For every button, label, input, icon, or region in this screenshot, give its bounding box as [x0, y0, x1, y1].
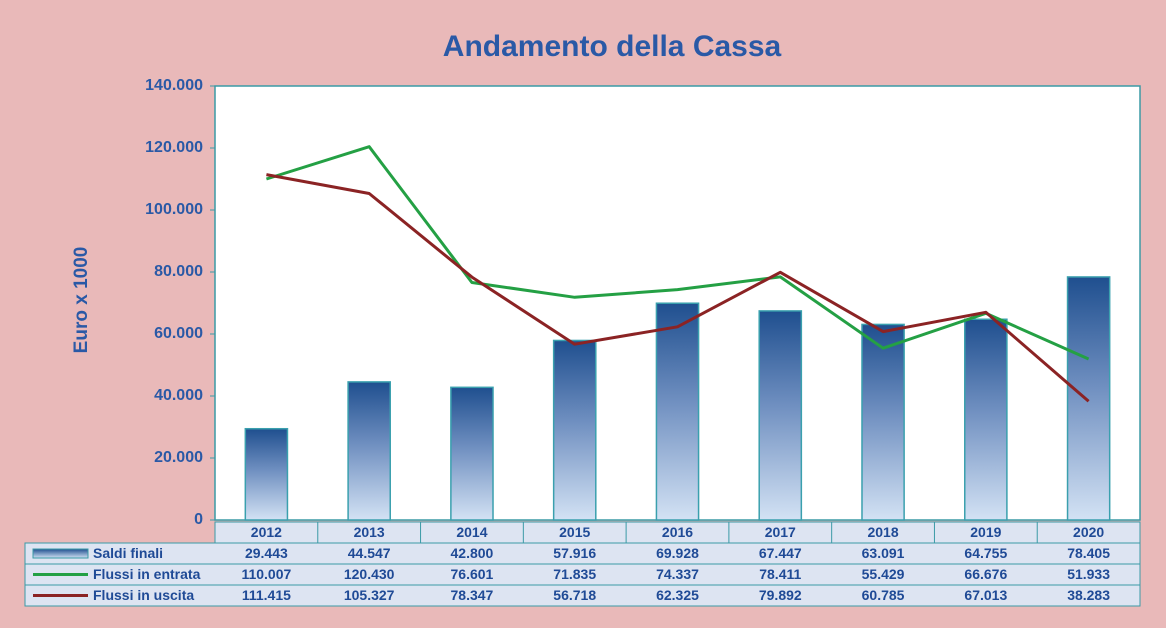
- bar: [758, 310, 803, 521]
- data-label: 51.933: [1067, 566, 1110, 582]
- data-label: 78.347: [451, 587, 494, 603]
- bar: [347, 381, 391, 521]
- data-label: 44.547: [348, 545, 391, 561]
- data-label: 56.718: [553, 587, 596, 603]
- x-tick-label: 2020: [1073, 524, 1104, 540]
- data-label: 78.405: [1067, 545, 1110, 561]
- x-tick-label: 2019: [970, 524, 1001, 540]
- data-label: 111.415: [242, 587, 291, 603]
- legend-label: Flussi in uscita: [93, 587, 194, 603]
- y-tick-label: 60.000: [154, 325, 203, 342]
- x-tick-label: 2015: [559, 524, 590, 540]
- x-tick-label: 2017: [765, 524, 796, 540]
- line: [265, 145, 1090, 361]
- data-label: 67.013: [964, 587, 1007, 603]
- x-tick-label: 2012: [251, 524, 282, 540]
- data-label: 55.429: [862, 566, 905, 582]
- y-tick-label: 80.000: [154, 263, 203, 280]
- y-tick-label: 100.000: [145, 201, 203, 218]
- data-label: 57.916: [553, 545, 596, 561]
- y-tick-label: 0: [194, 511, 203, 528]
- line: [266, 173, 1090, 403]
- data-label: 78.411: [759, 566, 801, 582]
- x-tick-label: 2016: [662, 524, 693, 540]
- y-axis-label: Euro x 1000: [71, 247, 92, 354]
- bar: [861, 323, 905, 521]
- x-tick-label: 2014: [456, 524, 487, 540]
- data-label: 74.337: [656, 566, 699, 582]
- data-label: 66.676: [964, 566, 1007, 582]
- data-label: 60.785: [862, 587, 905, 603]
- bar: [964, 318, 1008, 521]
- chart-title: Andamento della Cassa: [443, 30, 782, 63]
- legend-key: [32, 548, 89, 559]
- bar: [450, 386, 494, 521]
- data-label: 63.091: [862, 545, 905, 561]
- data-label: 76.601: [451, 566, 494, 582]
- y-tick-label: 120.000: [145, 139, 203, 156]
- bar: [655, 302, 700, 521]
- data-label: 62.325: [656, 587, 699, 603]
- data-label: 71.835: [553, 566, 596, 582]
- bar: [1066, 276, 1111, 521]
- data-label: 79.892: [759, 587, 802, 603]
- data-label: 110.007: [241, 566, 291, 582]
- x-tick-label: 2013: [354, 524, 385, 540]
- legend-label: Saldi finali: [93, 545, 163, 561]
- legend-label: Flussi in entrata: [93, 566, 201, 582]
- bar: [244, 427, 289, 521]
- data-label: 64.755: [964, 545, 1007, 561]
- data-label: 38.283: [1067, 587, 1110, 603]
- data-label: 105.327: [344, 587, 395, 603]
- y-tick-label: 140.000: [145, 77, 203, 94]
- data-label: 42.800: [451, 545, 494, 561]
- data-label: 120.430: [344, 566, 395, 582]
- y-tick-label: 40.000: [154, 387, 203, 404]
- data-label: 69.928: [656, 545, 699, 561]
- bar: [552, 339, 597, 521]
- data-label: 67.447: [759, 545, 802, 561]
- data-label: 29.443: [245, 545, 288, 561]
- x-tick-label: 2018: [867, 524, 898, 540]
- y-tick-label: 20.000: [154, 449, 203, 466]
